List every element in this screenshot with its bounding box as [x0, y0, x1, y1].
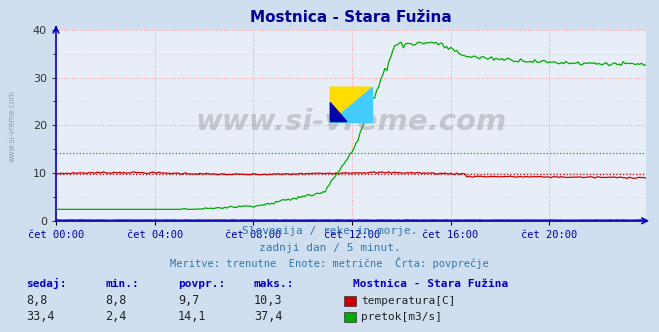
Polygon shape — [330, 103, 347, 122]
Text: povpr.:: povpr.: — [178, 279, 225, 289]
Text: 10,3: 10,3 — [254, 294, 282, 307]
Polygon shape — [330, 87, 372, 122]
Text: temperatura[C]: temperatura[C] — [361, 296, 455, 306]
Text: Slovenija / reke in morje.: Slovenija / reke in morje. — [242, 226, 417, 236]
Text: pretok[m3/s]: pretok[m3/s] — [361, 312, 442, 322]
Text: 37,4: 37,4 — [254, 310, 282, 323]
Text: min.:: min.: — [105, 279, 139, 289]
Text: 8,8: 8,8 — [26, 294, 47, 307]
Text: 8,8: 8,8 — [105, 294, 127, 307]
Text: zadnji dan / 5 minut.: zadnji dan / 5 minut. — [258, 243, 401, 253]
Text: Mostnica - Stara Fužina: Mostnica - Stara Fužina — [353, 279, 508, 289]
Text: 9,7: 9,7 — [178, 294, 199, 307]
Title: Mostnica - Stara Fužina: Mostnica - Stara Fužina — [250, 10, 452, 25]
Text: www.si-vreme.com: www.si-vreme.com — [195, 108, 507, 135]
Text: 33,4: 33,4 — [26, 310, 55, 323]
Text: www.si-vreme.com: www.si-vreme.com — [8, 90, 17, 162]
Text: maks.:: maks.: — [254, 279, 294, 289]
Text: 2,4: 2,4 — [105, 310, 127, 323]
Text: Meritve: trenutne  Enote: metrične  Črta: povprečje: Meritve: trenutne Enote: metrične Črta: … — [170, 257, 489, 269]
Text: 14,1: 14,1 — [178, 310, 206, 323]
Text: sedaj:: sedaj: — [26, 278, 67, 289]
Polygon shape — [330, 87, 372, 122]
